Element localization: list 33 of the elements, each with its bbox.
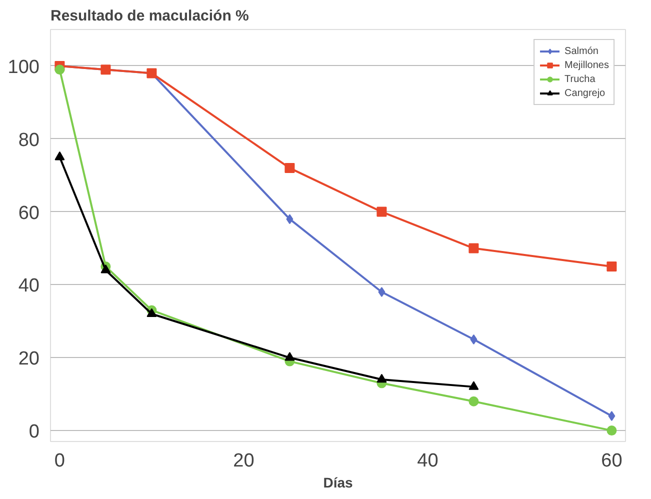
x-tick-label: 60 (601, 450, 622, 472)
point (468, 396, 479, 406)
point (606, 426, 617, 436)
y-tick-label: 20 (18, 348, 40, 370)
chart-title: Resultado de maculación % (50, 8, 249, 24)
legend-label: Salmón (564, 45, 598, 57)
point (378, 287, 386, 298)
point (376, 206, 387, 217)
point (54, 151, 65, 160)
y-tick-label: 100 (8, 56, 40, 78)
point (284, 163, 295, 174)
x-axis-title: Días (323, 474, 353, 490)
point (286, 214, 294, 224)
x-tick-label: 40 (417, 450, 438, 472)
point (146, 308, 157, 317)
y-tick-label: 60 (18, 202, 40, 224)
point (100, 264, 111, 274)
legend-label: Trucha (564, 73, 596, 85)
x-tick-label: 20 (233, 450, 254, 472)
point (606, 261, 617, 272)
legend-label: Cangrejo (564, 87, 606, 99)
y-tick-label: 40 (18, 276, 40, 297)
x-tick-label: 0 (54, 450, 65, 472)
y-tick-label: 80 (18, 130, 40, 151)
point (284, 352, 295, 361)
point (608, 410, 616, 421)
y-tick-label: 0 (28, 422, 40, 443)
point (376, 374, 387, 383)
legend-label: Mejillones (564, 59, 609, 71)
point (468, 243, 479, 254)
point (470, 334, 478, 344)
point (468, 381, 479, 390)
point (54, 64, 65, 75)
